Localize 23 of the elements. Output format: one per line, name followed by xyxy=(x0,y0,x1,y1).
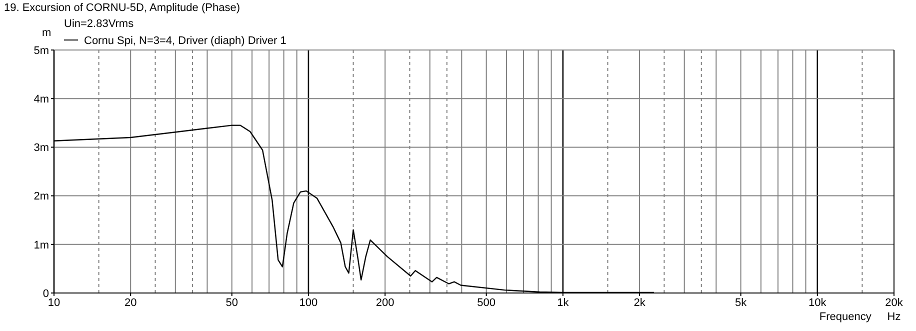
x-tick-label: 200 xyxy=(376,297,394,309)
x-tick-label: 10 xyxy=(48,297,60,309)
y-tick-label: 2m xyxy=(34,190,49,203)
x-tick-label: 20k xyxy=(885,297,904,309)
x-tick-label: 2k xyxy=(634,297,646,309)
x-tick-label: 100 xyxy=(299,297,318,309)
y-tick-label: 4m xyxy=(34,93,49,106)
chart-title: 19. Excursion of CORNU-5D, Amplitude (Phase) xyxy=(4,2,240,14)
x-tick-label: 50 xyxy=(226,297,238,309)
y-axis-title: m xyxy=(42,27,52,39)
x-tick-label: 20 xyxy=(124,297,137,309)
x-tick-label: 500 xyxy=(477,297,496,309)
x-axis-title: Frequency xyxy=(819,311,872,323)
y-tick-label: 3m xyxy=(34,142,49,154)
x-tick-label: 10k xyxy=(808,297,827,309)
y-tick-label: 0 xyxy=(42,288,49,300)
x-tick-label: 1k xyxy=(557,297,570,309)
y-tick-label: 1m xyxy=(34,239,49,252)
legend-label: Cornu Spi, N=3=4, Driver (diaph) Driver 1 xyxy=(84,35,286,47)
x-tick-label: 5k xyxy=(734,297,748,309)
text: Hz xyxy=(887,311,901,323)
y-tick-label: 5m xyxy=(34,44,49,57)
chart-subtitle: Uin=2.83Vrms xyxy=(64,18,134,30)
